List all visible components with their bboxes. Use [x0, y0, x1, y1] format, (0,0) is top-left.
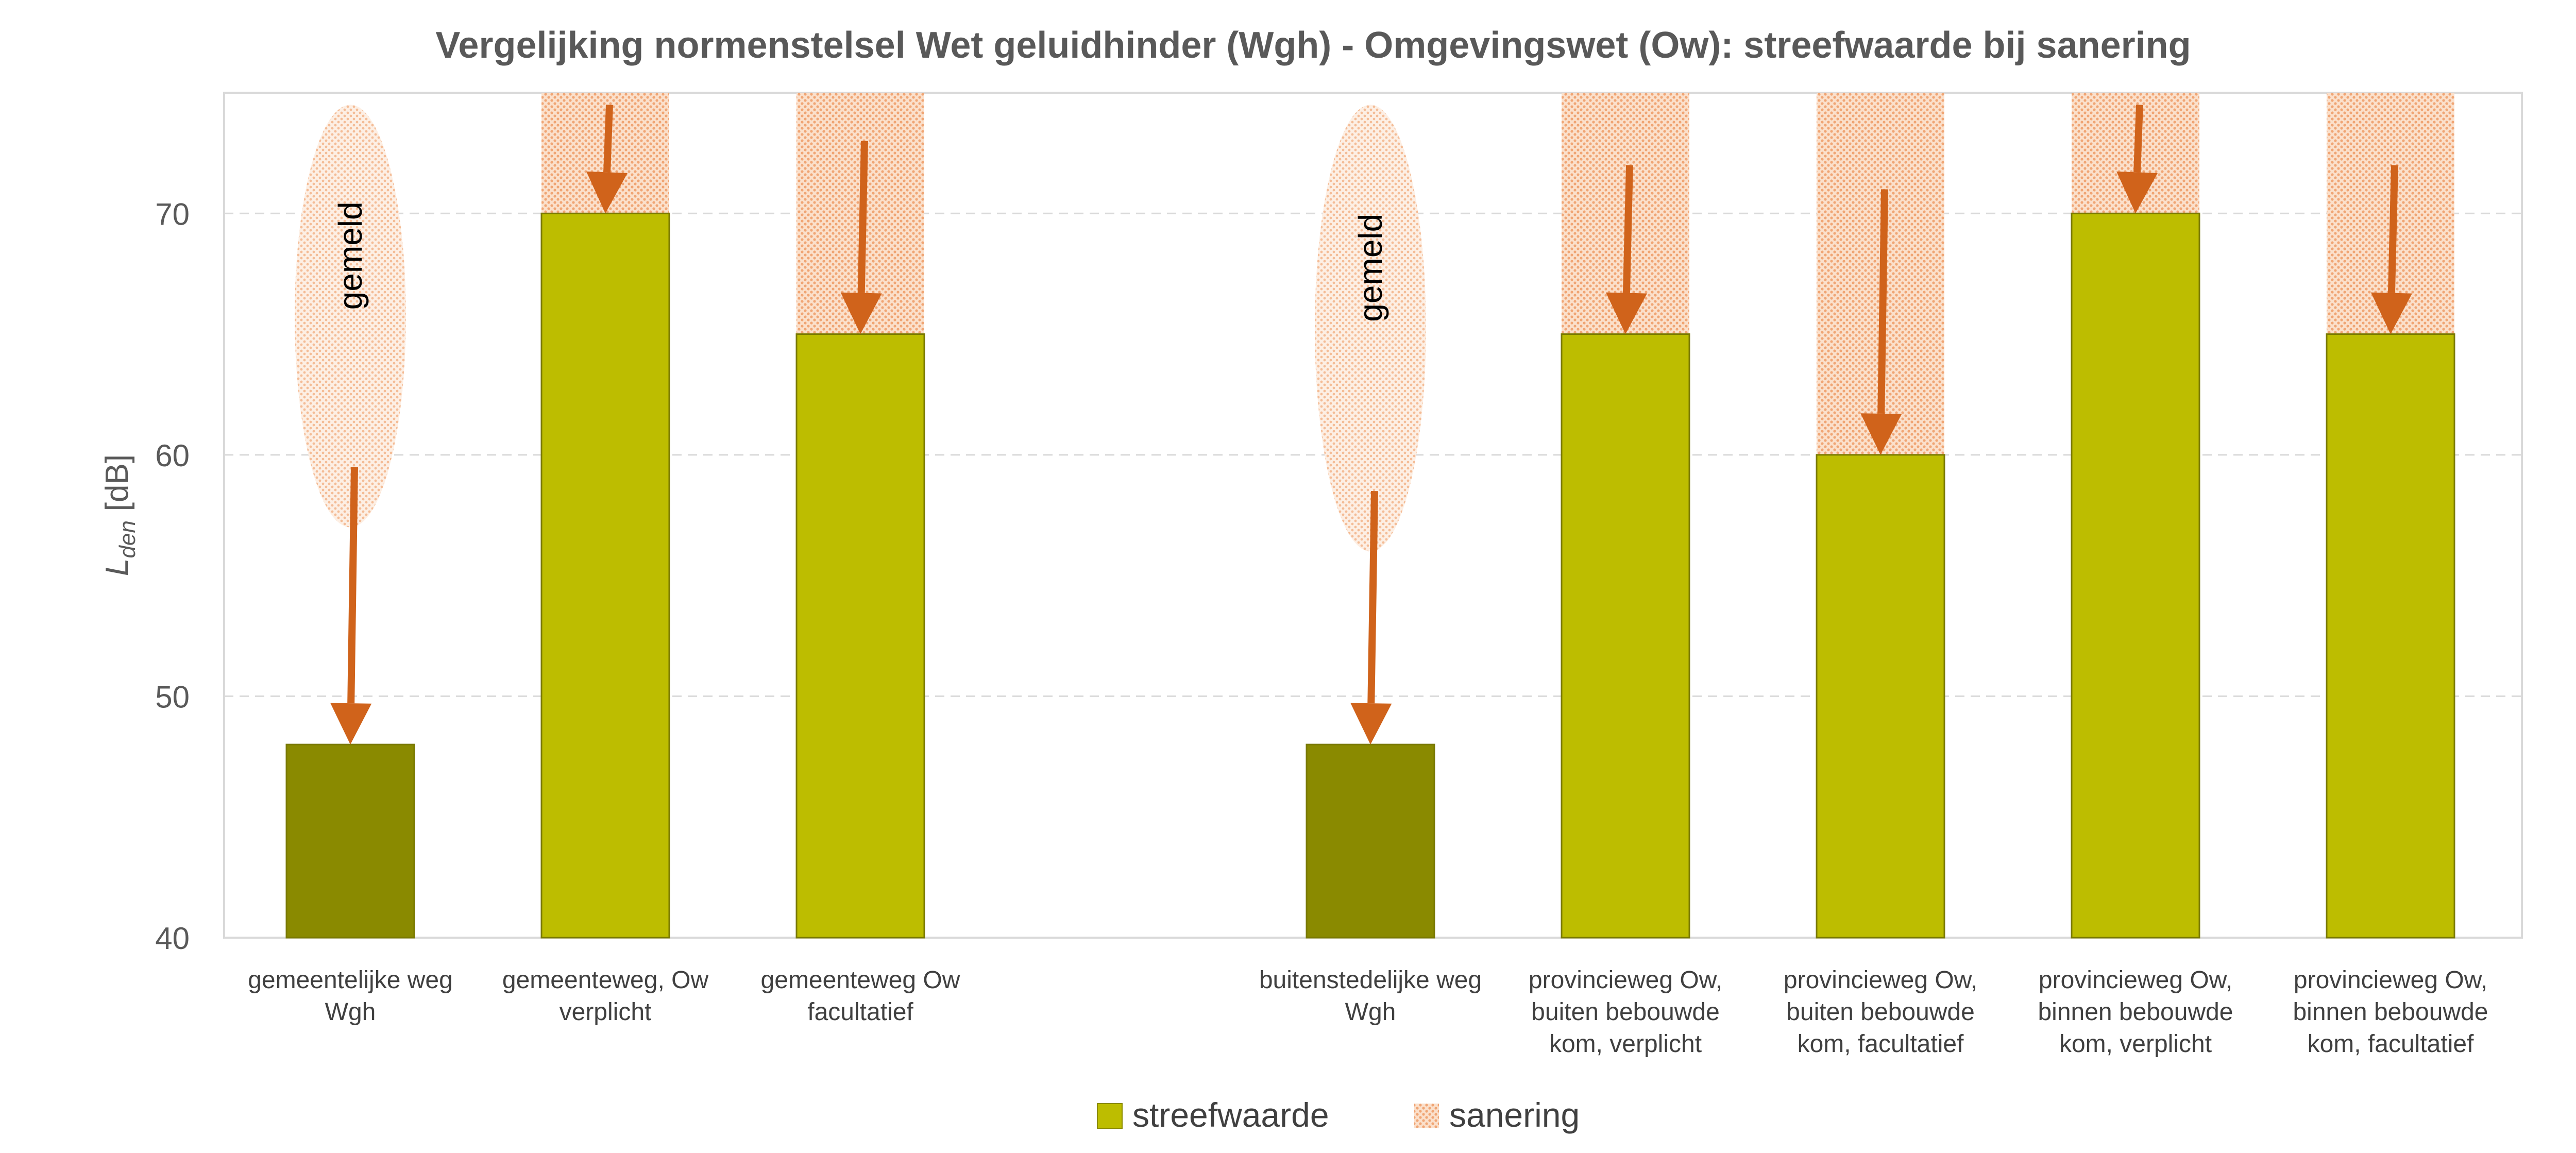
arrow-shaft [1622, 165, 1633, 293]
arrow-head [1605, 292, 1647, 334]
x-tick-label: provincieweg Ow, [1784, 967, 1977, 994]
x-tick-label: Wgh [325, 998, 376, 1026]
arrow-shaft [347, 467, 358, 704]
legend-swatch-streefwaarde [1097, 1103, 1123, 1129]
x-tick-label: kom, verplicht [1549, 1030, 1702, 1058]
arrow-shaft [603, 105, 613, 173]
x-tick-label: buitenstedelijke weg [1259, 967, 1482, 994]
arrow-shaft [857, 141, 868, 293]
x-tick-label: provincieweg Ow, [1529, 967, 1722, 994]
x-tick-label: verplicht [560, 998, 652, 1026]
arrows [330, 105, 2412, 745]
gemeld-ellipse [295, 105, 406, 528]
legend-swatch-sanering [1414, 1104, 1439, 1128]
x-tick-label: buiten bebouwde [1786, 998, 1975, 1026]
arrow-head [586, 171, 628, 214]
arrow-head [2116, 171, 2158, 214]
y-tick-label: 50 [155, 680, 190, 714]
arrow-shaft [1877, 189, 1888, 414]
y-axis-ticks: 40 50 60 70 [155, 197, 190, 956]
arrow-shaft [2387, 165, 2398, 293]
gemeld-label: gemeld [332, 201, 369, 310]
arrow-head [330, 703, 372, 745]
x-tick-label: Wgh [1345, 998, 1396, 1026]
bar-streefwaarde [1816, 454, 1945, 939]
x-tick-label: gemeenteweg, Ow [502, 967, 709, 994]
x-tick-label: binnen bebouwde [2038, 998, 2233, 1026]
x-tick-label: provincieweg Ow, [2039, 967, 2232, 994]
y-axis-label-unit: [dB] [99, 454, 135, 511]
x-tick-label: binnen bebouwde [2293, 998, 2488, 1026]
legend: streefwaarde sanering [1097, 1096, 1580, 1134]
bar-streefwaarde [2071, 212, 2200, 939]
bar-streefwaarde [2326, 333, 2455, 939]
arrow-head [2370, 292, 2412, 334]
legend-label-sanering: sanering [1449, 1096, 1580, 1134]
y-tick-label: 40 [155, 921, 190, 956]
bar-streefwaarde [795, 333, 925, 939]
x-tick-label: provincieweg Ow, [2294, 967, 2487, 994]
x-tick-label: kom, facultatief [2308, 1030, 2474, 1058]
bar-streefwaarde [540, 212, 670, 939]
arrow-shaft [1367, 491, 1378, 704]
chart-title: Vergelijking normenstelsel Wet geluidhin… [435, 25, 2191, 66]
y-axis-label-subscript: den [115, 520, 140, 558]
x-tick-label: buiten bebouwde [1531, 998, 1720, 1026]
y-tick-label: 60 [155, 438, 190, 473]
x-tick-label: kom, facultatief [1798, 1030, 1964, 1058]
y-tick-label: 70 [155, 197, 190, 231]
arrow-head [1860, 413, 1902, 455]
x-tick-label: gemeenteweg Ow [761, 967, 960, 994]
bar-streefwaarde [1306, 743, 1435, 939]
arrow-head [1350, 703, 1392, 745]
gemeld-annotations: gemeld gemeld [295, 105, 1426, 552]
x-tick-label: kom, verplicht [2059, 1030, 2212, 1058]
gemeld-label: gemeld [1352, 214, 1389, 322]
legend-label-streefwaarde: streefwaarde [1132, 1096, 1329, 1134]
y-axis-label: Lden [dB] [99, 454, 140, 576]
bar-streefwaarde [1561, 333, 1690, 939]
arrow-head [840, 292, 882, 334]
x-axis-labels: gemeentelijke weg Wgh gemeenteweg, Ow verpl… [248, 967, 2488, 1058]
bar-streefwaarde [285, 743, 415, 939]
arrow-shaft [2133, 105, 2143, 173]
streefwaarde-series [285, 212, 2455, 939]
x-tick-label: facultatief [807, 998, 913, 1026]
gemeld-ellipse [1315, 105, 1426, 552]
x-tick-label: gemeentelijke weg [248, 967, 453, 994]
y-axis-label-symbol: L [99, 558, 135, 576]
